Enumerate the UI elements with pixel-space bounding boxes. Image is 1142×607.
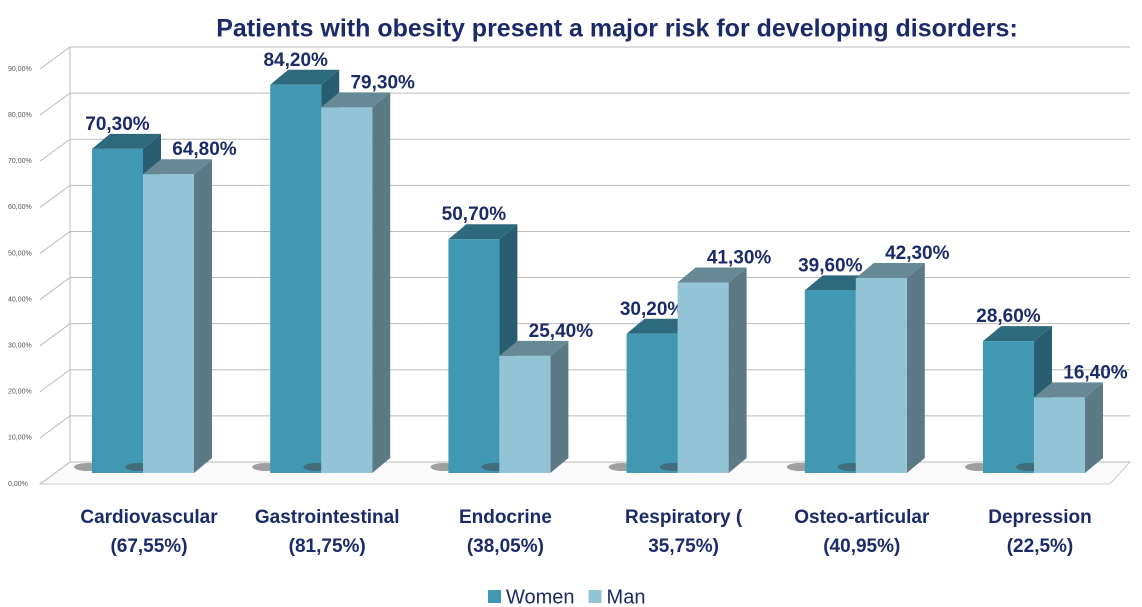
x-tick-label: Depression (988, 507, 1091, 528)
bar-side (372, 92, 391, 473)
bar-top (677, 267, 747, 283)
bar-top (448, 224, 518, 240)
bar-top (499, 340, 569, 356)
bar (983, 341, 1034, 473)
bar-top (1034, 382, 1103, 398)
y-tick-label: 10,00% (8, 435, 32, 442)
bar-top (92, 133, 161, 149)
value-label: 25,40% (529, 321, 594, 342)
y-tick-label: 50,00% (8, 250, 32, 257)
x-tick-label: (67,55%) (110, 536, 187, 557)
bar (677, 282, 729, 473)
bar (499, 355, 551, 473)
x-tick-label: (40,95%) (823, 536, 900, 557)
value-label: 50,70% (442, 204, 507, 225)
bar-side (906, 262, 925, 473)
y-tick-label: 70,00% (8, 158, 32, 165)
legend-swatch (488, 590, 501, 603)
bar (626, 333, 678, 473)
bar-side (550, 340, 569, 473)
bar (804, 290, 856, 473)
bar (1034, 397, 1085, 473)
value-label: 30,20% (620, 299, 685, 320)
y-tick-label: 0,00% (8, 481, 28, 488)
grid-line (39, 46, 1130, 70)
grid-line (39, 92, 1130, 116)
bar-top (983, 326, 1052, 342)
value-label: 79,30% (350, 72, 415, 93)
value-label: 41,30% (707, 248, 772, 269)
value-label: 64,80% (172, 139, 237, 160)
x-tick-label: (38,05%) (467, 536, 544, 557)
bar-top (321, 92, 391, 108)
x-tick-label: Gastrointestinal (255, 507, 400, 528)
x-tick-label: Respiratory ( (625, 507, 743, 528)
x-tick-label: 35,75%) (648, 536, 719, 557)
x-tick-label: Osteo-articular (794, 507, 930, 528)
bar (855, 277, 907, 473)
y-tick-label: 90,00% (8, 66, 32, 73)
y-tick-label: 80,00% (8, 112, 32, 119)
bar-side (728, 267, 747, 473)
bar-side (1085, 382, 1103, 473)
value-label: 70,30% (85, 114, 150, 135)
y-tick-label: 30,00% (8, 343, 32, 350)
y-tick-label: 20,00% (8, 389, 32, 396)
bar (270, 84, 322, 473)
legend-label: Man (607, 586, 646, 607)
bar-side (194, 159, 212, 473)
x-tick-label: Endocrine (459, 507, 552, 528)
value-label: 16,40% (1063, 362, 1128, 383)
bar-top (855, 262, 925, 278)
bar (321, 107, 373, 473)
bar (448, 239, 500, 473)
x-tick-label: Cardiovascular (80, 507, 218, 528)
y-tick-label: 60,00% (8, 204, 32, 211)
x-tick-label: (81,75%) (289, 536, 366, 557)
bar-top (270, 69, 340, 85)
value-label: 28,60% (976, 306, 1041, 327)
bar (92, 148, 143, 474)
value-label: 39,60% (798, 255, 863, 276)
legend-swatch (588, 590, 602, 603)
value-label: 84,20% (263, 50, 328, 71)
y-tick-label: 40,00% (8, 296, 32, 303)
chart-title: Patients with obesity present a major ri… (216, 15, 1018, 43)
bar (143, 174, 194, 473)
value-label: 42,30% (885, 243, 950, 264)
bar-top (143, 159, 212, 175)
x-tick-label: (22,5%) (1007, 536, 1074, 557)
legend-label: Women (506, 586, 575, 607)
